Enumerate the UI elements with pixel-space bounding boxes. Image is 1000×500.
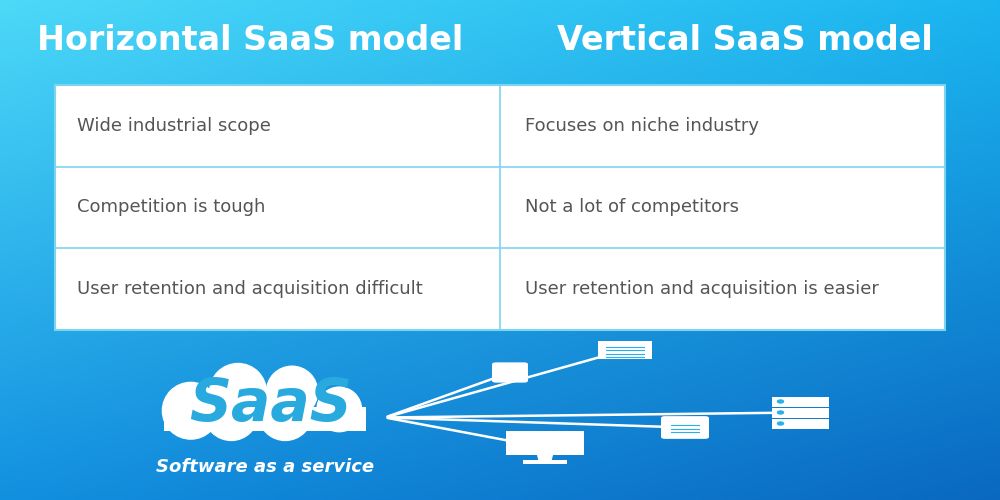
Polygon shape [537, 452, 553, 460]
Ellipse shape [162, 382, 219, 439]
Circle shape [778, 400, 784, 403]
FancyBboxPatch shape [492, 362, 528, 382]
FancyBboxPatch shape [598, 341, 652, 359]
Text: Competition is tough: Competition is tough [77, 198, 265, 216]
Text: Vertical SaaS model: Vertical SaaS model [557, 24, 933, 56]
Text: Wide industrial scope: Wide industrial scope [77, 117, 271, 135]
Text: Software as a service: Software as a service [156, 458, 374, 476]
FancyBboxPatch shape [772, 396, 829, 406]
Text: User retention and acquisition is easier: User retention and acquisition is easier [525, 280, 879, 298]
Ellipse shape [210, 364, 266, 420]
Text: Focuses on niche industry: Focuses on niche industry [525, 117, 759, 135]
Ellipse shape [258, 386, 312, 440]
Ellipse shape [317, 387, 362, 432]
Circle shape [778, 422, 784, 425]
Ellipse shape [204, 386, 258, 440]
Text: Horizontal SaaS model: Horizontal SaaS model [37, 24, 463, 56]
Text: Not a lot of competitors: Not a lot of competitors [525, 198, 739, 216]
Text: User retention and acquisition difficult: User retention and acquisition difficult [77, 280, 423, 298]
FancyBboxPatch shape [772, 418, 829, 428]
FancyBboxPatch shape [506, 430, 584, 454]
FancyBboxPatch shape [772, 408, 829, 418]
FancyBboxPatch shape [164, 408, 366, 431]
Ellipse shape [266, 366, 318, 418]
FancyBboxPatch shape [55, 85, 945, 330]
Circle shape [778, 411, 784, 414]
Text: SaaS: SaaS [189, 376, 351, 434]
FancyBboxPatch shape [523, 460, 567, 464]
FancyBboxPatch shape [661, 416, 709, 439]
